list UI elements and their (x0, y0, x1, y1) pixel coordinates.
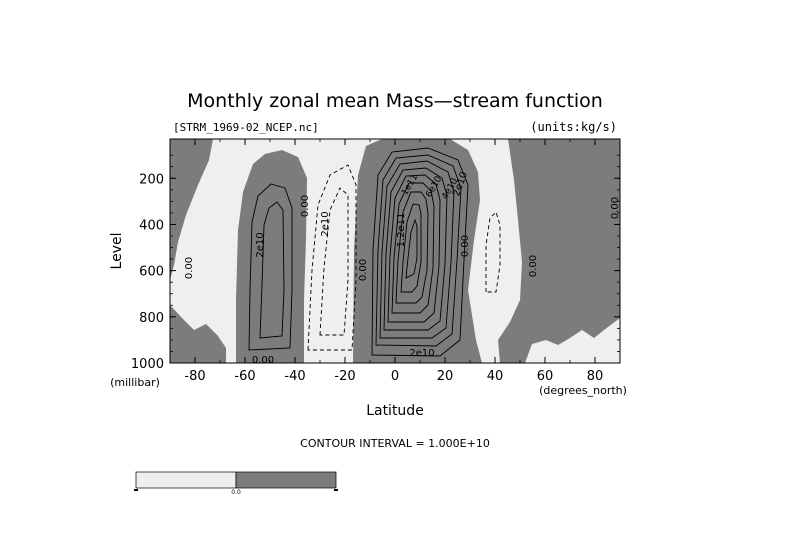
y-tick-label: 200 (139, 172, 164, 187)
x-tick-label: 60 (537, 369, 554, 384)
contour-interval-text: CONTOUR INTERVAL = 1.000E+10 (300, 437, 490, 450)
contour-label: 0.00 (358, 259, 369, 281)
contour-neg-2 (319, 187, 349, 336)
contour-label: 0.00 (460, 235, 471, 257)
x-tick-label: -20 (334, 369, 355, 384)
contour-label: 1.2e11 (396, 213, 407, 248)
x-tick-label: 40 (487, 369, 504, 384)
contour-central-9 (405, 218, 418, 279)
region-central-cell (353, 139, 482, 363)
region-left-bottom (170, 305, 226, 363)
contour-south-2 (259, 201, 285, 339)
contour-central-5 (387, 174, 441, 323)
chart-title: Monthly zonal mean Mass—stream function (187, 90, 603, 112)
y-axis-label: Level (109, 233, 125, 270)
x-tick-label: -60 (234, 369, 255, 384)
colorbar-right-marker (334, 489, 338, 491)
contour-central-6 (391, 182, 435, 314)
y-tick-label: 1000 (131, 357, 164, 372)
contour-central-8 (400, 203, 422, 293)
y-tick-label: 400 (139, 218, 164, 233)
contour-label: 2e10 (409, 348, 434, 359)
contour-label: 0.00 (184, 257, 195, 279)
contours-positive (248, 147, 469, 357)
contour-central-2 (375, 154, 462, 347)
contours-negative (307, 164, 501, 351)
x-axis-label: Latitude (366, 403, 424, 419)
x-tick-label: -40 (284, 369, 305, 384)
y-axis: 200 400 600 800 1000 (131, 154, 620, 372)
contour-label: 2e10 (320, 211, 331, 236)
contour-label: 0.00 (610, 197, 621, 219)
contour-south-1 (248, 183, 293, 351)
contour-label: 0.00 (252, 355, 274, 366)
contour-label: 2e10 (255, 232, 266, 257)
x-tick-label: 20 (437, 369, 454, 384)
contour-neg-3 (485, 211, 501, 293)
region-southern-cell (236, 150, 307, 363)
contour-label: 0.00 (528, 255, 539, 277)
x-tick-label: 0 (391, 369, 399, 384)
colorbar: 0.0 (134, 471, 338, 496)
colorbar-negative (135, 471, 237, 489)
contour-central-7 (395, 191, 429, 304)
contour-neg-1 (307, 164, 357, 351)
contour-central-3 (379, 160, 455, 339)
plot-area: 0.00 2e10 0.00 2e10 0.00 1.2e11 1e11 2e1… (169, 138, 621, 366)
y-unit-label: (millibar) (110, 376, 160, 389)
file-label: [STRM_1969-02_NCEP.nc] (173, 121, 319, 134)
colorbar-left-marker (134, 489, 138, 491)
x-tick-label: 80 (587, 369, 604, 384)
units-label: (units:kg/s) (530, 120, 617, 134)
region-left-edge (170, 139, 213, 280)
colorbar-center-label: 0.0 (231, 489, 241, 496)
x-tick-label: -80 (184, 369, 205, 384)
region-right (498, 139, 620, 363)
contour-central-4 (383, 167, 448, 331)
x-unit-label: (degrees_north) (539, 384, 627, 397)
contour-central-1 (371, 147, 469, 357)
contour-label: 0.00 (300, 195, 311, 217)
positive-regions (170, 139, 620, 363)
y-tick-label: 600 (139, 265, 164, 280)
x-axis: -80 -60 -40 -20 0 20 40 60 80 (169, 139, 621, 384)
y-tick-label: 800 (139, 311, 164, 326)
colorbar-positive (235, 471, 337, 489)
